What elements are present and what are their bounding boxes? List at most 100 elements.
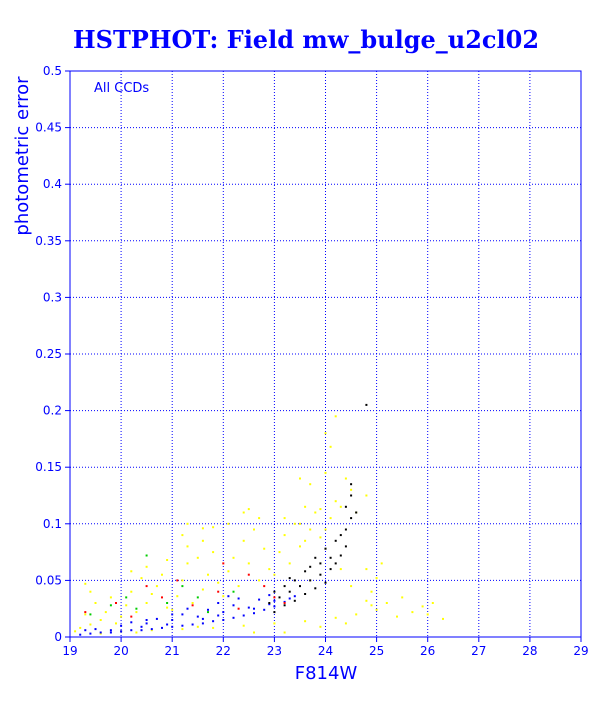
scatter-point-yellow [145,602,148,604]
x-tick-label: 24 [318,644,333,658]
x-tick-label: 29 [573,644,588,658]
scatter-point-yellow [304,539,307,542]
scatter-point-blue [171,613,174,616]
scatter-point-black [273,590,276,593]
scatter-point-yellow [375,608,378,611]
x-tick-label: 27 [471,644,486,658]
scatter-point-green [135,607,138,610]
scatter-point-green [196,596,199,599]
scatter-point-yellow [161,573,163,576]
scatter-point-yellow [109,596,112,599]
scatter-point-yellow [344,622,347,625]
scatter-point-yellow [89,590,92,593]
scatter-point-yellow [278,551,281,554]
scatter-point-black [314,556,317,559]
scatter-point-yellow [334,500,337,503]
y-tick-label: 0.35 [35,234,62,248]
scatter-point-green [145,554,148,557]
scatter-point-yellow [135,611,138,614]
scatter-point-yellow [365,568,368,571]
scatter-point-black [314,587,317,590]
scatter-point-yellow [293,522,296,525]
scatter-point-blue [171,625,174,628]
scatter-point-blue [232,616,235,619]
scatter-point-red [222,562,225,565]
scatter-point-yellow [242,624,245,627]
scatter-point-yellow [299,477,301,480]
scatter-point-yellow [350,585,353,588]
x-tick-label: 28 [522,644,537,658]
scatter-point-black [288,577,291,580]
scatter-point-yellow [247,562,250,565]
scatter-point-black [299,585,301,588]
y-tick-label: 0.2 [43,404,62,418]
scatter-point-yellow [135,631,138,634]
scatter-point-blue [130,629,133,632]
scatter-point-blue [120,630,123,633]
scatter-point-yellow [339,568,342,571]
scatter-point-yellow [324,528,327,531]
scatter-point-blue [94,628,97,631]
scatter-point-black [334,562,337,565]
scatter-point-yellow [253,631,255,634]
scatter-point-blue [196,615,199,618]
scatter-point-red [161,596,163,599]
scatter-point-yellow [222,595,225,598]
scatter-point-yellow [370,604,373,607]
scatter-point-yellow [263,547,266,550]
scatter-point-yellow [324,432,327,435]
scatter-point-blue [253,607,255,610]
scatter-point-black [329,556,332,559]
scatter-point-blue [186,607,189,610]
scatter-point-black [350,494,353,497]
scatter-point-black [365,403,368,406]
scatter-point-yellow [120,615,123,618]
chart-annotation: All CCDs [94,81,149,96]
scatter-point-yellow [130,570,133,573]
scatter-point-black [304,593,307,595]
scatter-point-blue [89,632,92,635]
scatter-point-yellow [288,562,291,565]
scatter-point-blue [283,600,286,603]
scatter-point-blue [237,597,240,600]
scatter-point-blue [181,613,184,616]
scatter-point-yellow [329,445,332,448]
scatter-point-blue [84,629,87,632]
scatter-point-yellow [171,608,174,611]
scatter-point-red [191,604,194,607]
scatter-point-blue [150,628,153,631]
y-tick-label: 0.4 [43,177,62,191]
scatter-point-yellow [314,511,317,514]
scatter-point-yellow [375,577,378,580]
scatter-point-blue [120,624,123,627]
scatter-point-yellow [130,590,133,593]
scatter-point-blue [268,603,271,606]
scatter-point-green [89,613,92,616]
y-tick-label: 0.45 [35,121,62,135]
x-tick-label: 22 [216,644,231,658]
scatter-point-black [334,539,337,542]
y-tick-label: 0.1 [43,517,62,531]
y-tick-label: 0.5 [43,64,62,78]
scatter-point-black [350,483,353,486]
scatter-point-blue [140,625,143,628]
scatter-point-yellow [227,570,230,573]
scatter-point-yellow [334,415,337,418]
scatter-point-yellow [319,625,322,628]
scatter-point-yellow [426,613,429,616]
scatter-point-blue [247,606,250,609]
scatter-point-red [145,585,148,588]
scatter-point-black [283,585,286,588]
scatter-point-red [283,602,286,604]
scatter-point-red [176,579,179,582]
scatter-point-yellow [299,522,301,525]
scatter-point-yellow [421,605,424,608]
scatter-point-yellow [396,615,398,618]
scatter-point-yellow [247,508,250,511]
scatter-point-yellow [150,629,153,632]
scatter-point-yellow [401,596,404,599]
scatter-point-blue [191,623,194,626]
x-tick-label: 25 [369,644,384,658]
scatter-point-yellow [339,505,342,508]
